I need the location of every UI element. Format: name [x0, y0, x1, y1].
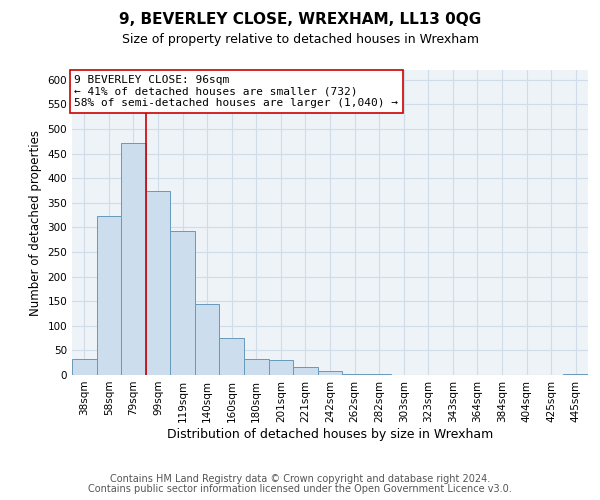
- Bar: [269, 360, 293, 375]
- Bar: [293, 366, 318, 375]
- Bar: [97, 216, 121, 375]
- Text: Contains HM Land Registry data © Crown copyright and database right 2024.: Contains HM Land Registry data © Crown c…: [110, 474, 490, 484]
- Y-axis label: Number of detached properties: Number of detached properties: [29, 130, 42, 316]
- Text: 9 BEVERLEY CLOSE: 96sqm
← 41% of detached houses are smaller (732)
58% of semi-d: 9 BEVERLEY CLOSE: 96sqm ← 41% of detache…: [74, 75, 398, 108]
- Bar: [146, 191, 170, 375]
- Text: 9, BEVERLEY CLOSE, WREXHAM, LL13 0QG: 9, BEVERLEY CLOSE, WREXHAM, LL13 0QG: [119, 12, 481, 28]
- Text: Contains public sector information licensed under the Open Government Licence v3: Contains public sector information licen…: [88, 484, 512, 494]
- Bar: [342, 374, 367, 375]
- Text: Size of property relative to detached houses in Wrexham: Size of property relative to detached ho…: [121, 32, 479, 46]
- X-axis label: Distribution of detached houses by size in Wrexham: Distribution of detached houses by size …: [167, 428, 493, 440]
- Bar: [318, 371, 342, 375]
- Bar: [170, 231, 195, 375]
- Bar: [244, 359, 269, 375]
- Bar: [220, 338, 244, 375]
- Bar: [195, 304, 220, 375]
- Bar: [563, 374, 588, 375]
- Bar: [72, 359, 97, 375]
- Bar: [367, 374, 391, 375]
- Bar: [121, 144, 146, 375]
